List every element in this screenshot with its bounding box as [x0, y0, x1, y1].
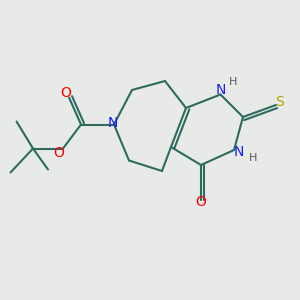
Text: N: N — [215, 83, 226, 97]
Text: O: O — [196, 196, 206, 209]
Text: O: O — [53, 146, 64, 160]
Text: S: S — [275, 95, 284, 109]
Text: H: H — [248, 153, 257, 164]
Text: N: N — [107, 116, 118, 130]
Text: N: N — [233, 145, 244, 158]
Text: H: H — [229, 77, 237, 87]
Text: O: O — [61, 86, 71, 100]
